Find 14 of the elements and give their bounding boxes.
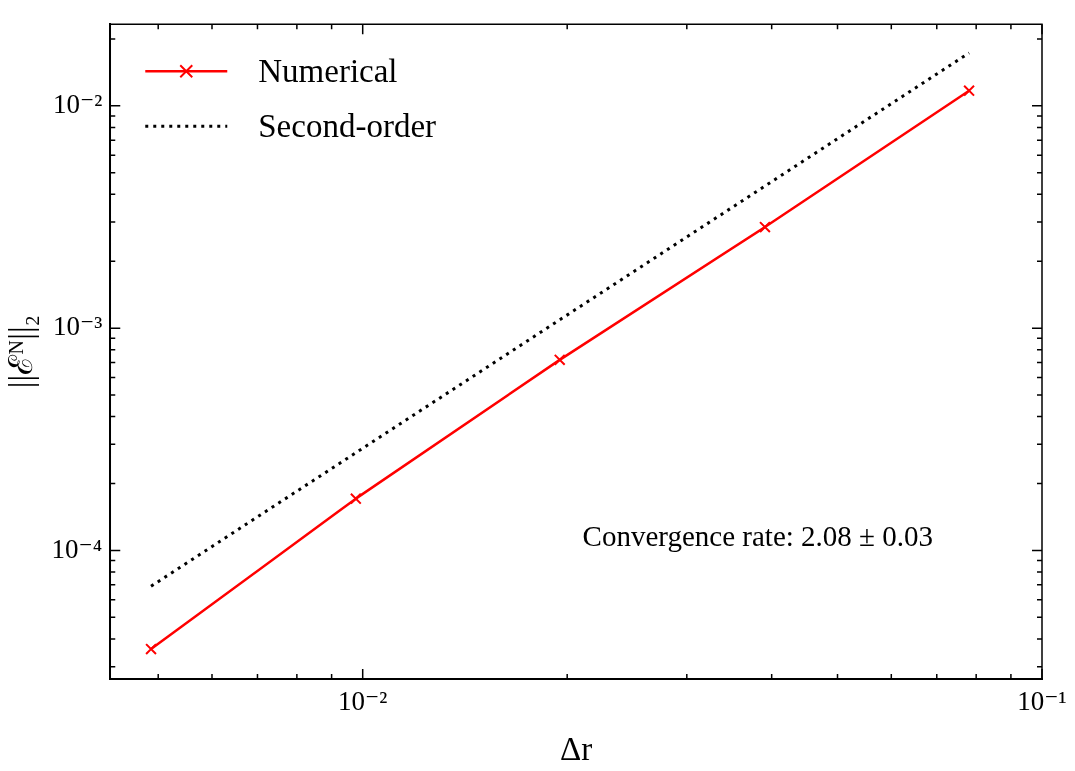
point — [553, 353, 566, 366]
annotation: Convergence rate: 2.08 ± 0.03 — [582, 520, 934, 553]
point — [759, 221, 771, 233]
x-tick-label: 10⁻¹ — [1017, 686, 1067, 717]
x-axis-title: Δr — [560, 730, 593, 767]
point — [145, 643, 157, 656]
point — [963, 84, 976, 97]
legend-label: Numerical — [258, 52, 398, 89]
legend-label: Second-order — [258, 107, 437, 144]
point — [349, 492, 362, 505]
y-axis-title: ||ℰᴺ||₂ — [3, 315, 40, 389]
y-tick-label: 10⁻⁴ — [51, 533, 103, 564]
y-tick-label: 10⁻³ — [52, 311, 103, 342]
y-tick-label: 10⁻² — [52, 88, 103, 119]
